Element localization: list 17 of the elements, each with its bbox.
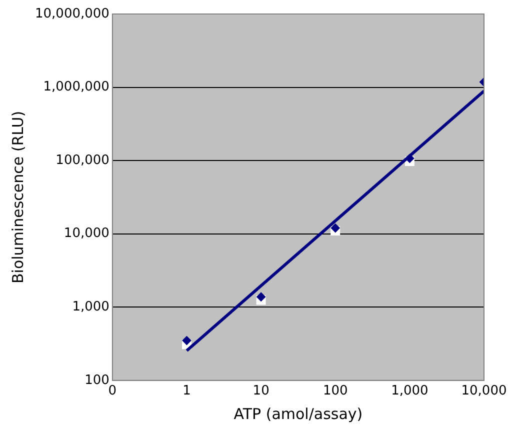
y-tick-label: 10,000,000: [34, 6, 110, 22]
x-tick-label: 10: [252, 384, 270, 399]
point: [330, 224, 340, 233]
x-tick-label: 10,000: [461, 384, 507, 399]
y-tick-label: 1,000: [72, 299, 110, 314]
y-axis-title: Bioluminescence (RLU): [8, 110, 27, 284]
point: [256, 292, 266, 302]
x-axis-title: ATP (amol/assay): [234, 404, 363, 423]
y-tick-label: 100: [84, 372, 110, 388]
x-tick-label: 1: [182, 384, 191, 399]
point: [182, 336, 192, 346]
y-tick-label: 10,000: [64, 226, 110, 242]
x-tick-label: 1,000: [391, 384, 428, 399]
y-tick-label: 1,000,000: [43, 80, 110, 95]
y-tick-label: 100,000: [56, 152, 110, 168]
x-tick-label: 0: [108, 384, 117, 399]
x-tick-label: 100: [322, 384, 348, 399]
